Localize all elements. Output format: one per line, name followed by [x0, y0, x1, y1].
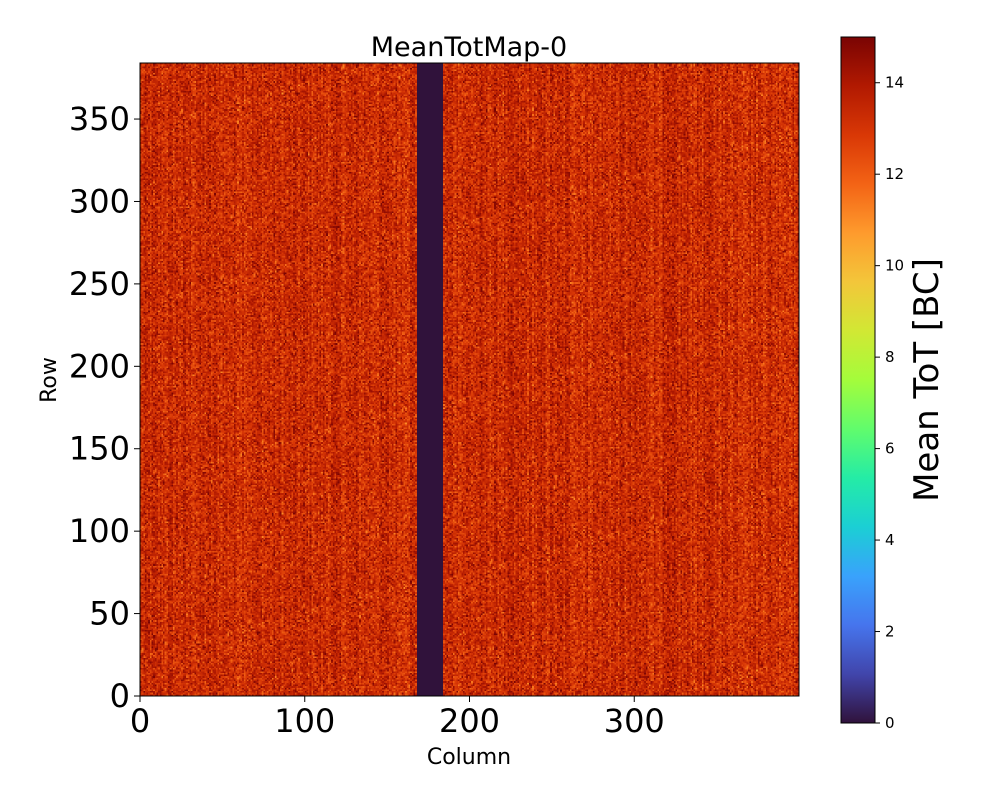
colorbar-tick-label: 14	[885, 74, 904, 92]
y-axis: 0 50 100 150 200 250 300 350	[69, 100, 140, 715]
y-tick-label: 350	[69, 100, 130, 138]
chart-title: MeanTotMap-0	[371, 32, 567, 63]
colorbar-tick-label: 6	[885, 440, 895, 458]
y-axis-label: Row	[37, 357, 62, 403]
x-tick-label: 200	[439, 702, 500, 740]
y-tick-label: 100	[69, 512, 130, 550]
colorbar-tick-label: 10	[885, 257, 904, 275]
colorbar-axis: 0 2 4 6 8 10 12 14	[875, 74, 904, 732]
x-tick-label: 300	[604, 702, 665, 740]
y-tick-label: 200	[69, 347, 130, 385]
y-tick-label: 0	[110, 677, 130, 715]
colorbar-gradient	[840, 36, 876, 724]
y-tick-label: 300	[69, 182, 130, 220]
y-tick-label: 50	[89, 595, 130, 633]
y-tick-label: 150	[69, 430, 130, 468]
colorbar-tick-label: 8	[885, 348, 895, 366]
x-tick-label: 0	[130, 702, 150, 740]
colorbar-tick-label: 2	[885, 623, 895, 641]
x-axis-label: Column	[427, 745, 511, 770]
colorbar-tick-label: 0	[885, 714, 895, 732]
colorbar-label: Mean ToT [BC]	[907, 258, 947, 502]
colorbar-tick-label: 4	[885, 531, 895, 549]
x-axis: 0 100 200 300	[130, 696, 665, 740]
x-tick-label: 100	[274, 702, 335, 740]
y-tick-label: 250	[69, 265, 130, 303]
colorbar-tick-label: 12	[885, 165, 904, 183]
heatmap-image	[140, 63, 799, 696]
